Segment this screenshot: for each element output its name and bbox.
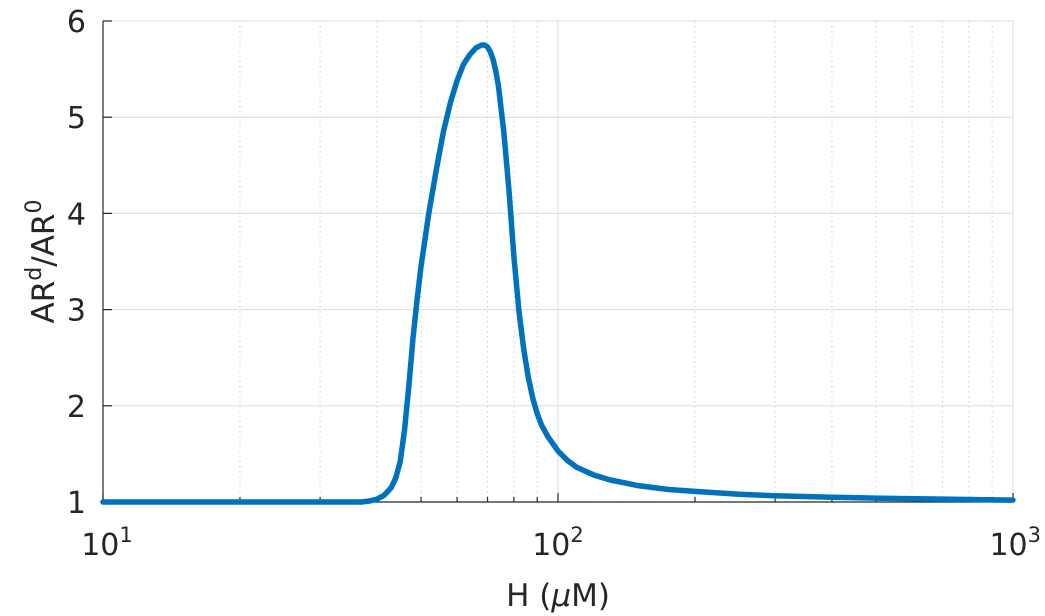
- series-group: [100, 42, 1016, 505]
- y-tick-label: 6: [67, 5, 86, 40]
- y-tick-label: 4: [67, 197, 86, 232]
- y-tick-label: 2: [67, 390, 86, 425]
- y-axis-label: ARd/AR0: [22, 200, 62, 324]
- series-line: [100, 42, 1016, 505]
- x-axis-label: H (μM): [506, 578, 610, 614]
- x-tick-label: 103: [989, 523, 1041, 563]
- x-tick-label: 102: [532, 523, 584, 563]
- y-tick-label: 3: [67, 294, 86, 329]
- labels: 1 2 3 4 5 6 101 102 103 H (μM) ARd/AR0: [22, 5, 1041, 614]
- y-tick-label: 5: [67, 101, 86, 136]
- y-tick-label: 1: [67, 486, 86, 521]
- x-tick-label: 101: [81, 523, 133, 563]
